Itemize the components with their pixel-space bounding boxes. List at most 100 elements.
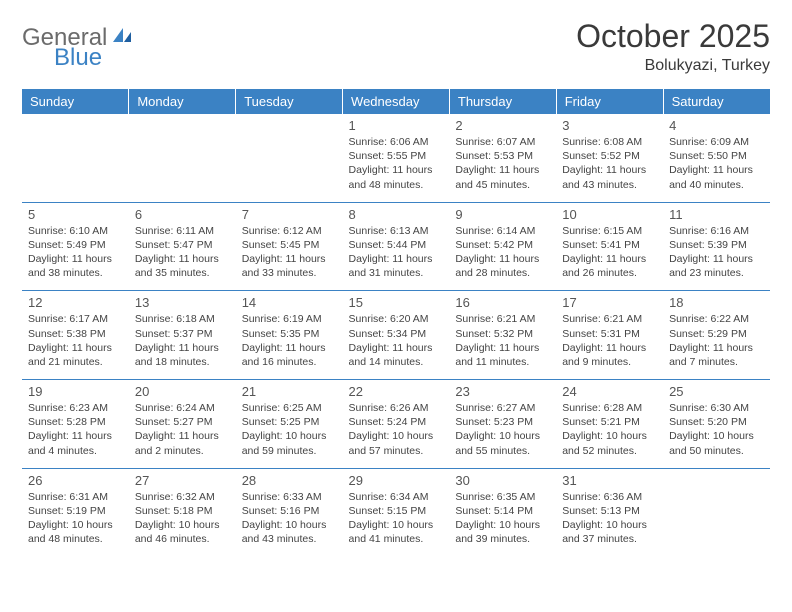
day-info: Sunrise: 6:32 AMSunset: 5:18 PMDaylight:… [135, 490, 230, 547]
day-info: Sunrise: 6:16 AMSunset: 5:39 PMDaylight:… [669, 224, 764, 281]
day-info: Sunrise: 6:11 AMSunset: 5:47 PMDaylight:… [135, 224, 230, 281]
weekday-header-row: Sunday Monday Tuesday Wednesday Thursday… [22, 89, 770, 114]
weekday-header: Tuesday [236, 89, 343, 114]
weekday-header: Friday [556, 89, 663, 114]
calendar-cell: 9 Sunrise: 6:14 AMSunset: 5:42 PMDaylight… [449, 202, 556, 291]
calendar-cell: 27Sunrise: 6:32 AMSunset: 5:18 PMDayligh… [129, 468, 236, 556]
day-number: 11 [669, 207, 764, 222]
day-number: 28 [242, 473, 337, 488]
calendar-cell: 6 Sunrise: 6:11 AMSunset: 5:47 PMDaylight… [129, 202, 236, 291]
day-number: 8 [349, 207, 444, 222]
calendar-cell: 26 Sunrise: 6:31 AMSunset: 5:19 PMDayligh… [22, 468, 129, 556]
day-info: Sunrise: 6:23 AMSunset: 5:28 PMDaylight:… [28, 401, 123, 458]
day-number: 19 [28, 384, 123, 399]
day-number: 5 [28, 207, 123, 222]
day-info: Sunrise: 6:28 AMSunset: 5:21 PMDaylight:… [562, 401, 657, 458]
logo: General Blue [22, 18, 135, 52]
day-info: Sunrise: 6:34 AMSunset: 5:15 PMDaylight:… [349, 490, 444, 547]
day-number: 12 [28, 295, 123, 310]
day-info: Sunrise: 6:10 AMSunset: 5:49 PMDaylight:… [28, 224, 123, 281]
calendar-cell: 21 Sunrise: 6:25 AMSunset: 5:25 PMDayligh… [236, 380, 343, 469]
calendar-cell [663, 468, 770, 556]
day-info: Sunrise: 6:33 AMSunset: 5:16 PMDaylight:… [242, 490, 337, 547]
day-info: Sunrise: 6:35 AMSunset: 5:14 PMDaylight:… [455, 490, 550, 547]
day-number: 14 [242, 295, 337, 310]
calendar-row: 5 Sunrise: 6:10 AMSunset: 5:49 PMDaylight… [22, 202, 770, 291]
month-title: October 2025 [576, 18, 770, 55]
calendar-cell: 2 Sunrise: 6:07 AMSunset: 5:53 PMDaylight… [449, 114, 556, 202]
calendar-cell: 7 Sunrise: 6:12 AMSunset: 5:45 PMDaylight… [236, 202, 343, 291]
calendar-cell: 15 Sunrise: 6:20 AMSunset: 5:34 PMDayligh… [343, 291, 450, 380]
day-info: Sunrise: 6:14 AMSunset: 5:42 PMDaylight:… [455, 224, 550, 281]
day-number: 22 [349, 384, 444, 399]
day-number: 17 [562, 295, 657, 310]
day-info: Sunrise: 6:18 AMSunset: 5:37 PMDaylight:… [135, 312, 230, 369]
day-info: Sunrise: 6:15 AMSunset: 5:41 PMDaylight:… [562, 224, 657, 281]
logo-text-blue: Blue [54, 44, 102, 72]
calendar-cell [236, 114, 343, 202]
weekday-header: Saturday [663, 89, 770, 114]
day-number: 26 [28, 473, 123, 488]
weekday-header: Monday [129, 89, 236, 114]
day-number: 9 [455, 207, 550, 222]
day-info: Sunrise: 6:31 AMSunset: 5:19 PMDaylight:… [28, 490, 123, 547]
calendar-cell: 29Sunrise: 6:34 AMSunset: 5:15 PMDayligh… [343, 468, 450, 556]
calendar-table: Sunday Monday Tuesday Wednesday Thursday… [22, 89, 770, 556]
day-info: Sunrise: 6:12 AMSunset: 5:45 PMDaylight:… [242, 224, 337, 281]
calendar-body: 1Sunrise: 6:06 AMSunset: 5:55 PMDaylight… [22, 114, 770, 556]
day-number: 25 [669, 384, 764, 399]
day-number: 30 [455, 473, 550, 488]
day-number: 15 [349, 295, 444, 310]
day-info: Sunrise: 6:36 AMSunset: 5:13 PMDaylight:… [562, 490, 657, 547]
day-info: Sunrise: 6:27 AMSunset: 5:23 PMDaylight:… [455, 401, 550, 458]
calendar-cell: 24 Sunrise: 6:28 AMSunset: 5:21 PMDayligh… [556, 380, 663, 469]
calendar-cell: 13 Sunrise: 6:18 AMSunset: 5:37 PMDayligh… [129, 291, 236, 380]
day-info: Sunrise: 6:19 AMSunset: 5:35 PMDaylight:… [242, 312, 337, 369]
calendar-cell: 18Sunrise: 6:22 AMSunset: 5:29 PMDayligh… [663, 291, 770, 380]
weekday-header: Wednesday [343, 89, 450, 114]
day-info: Sunrise: 6:17 AMSunset: 5:38 PMDaylight:… [28, 312, 123, 369]
calendar-cell: 4Sunrise: 6:09 AMSunset: 5:50 PMDaylight… [663, 114, 770, 202]
calendar-cell [129, 114, 236, 202]
day-info: Sunrise: 6:06 AMSunset: 5:55 PMDaylight:… [349, 135, 444, 192]
day-info: Sunrise: 6:24 AMSunset: 5:27 PMDaylight:… [135, 401, 230, 458]
calendar-cell: 5 Sunrise: 6:10 AMSunset: 5:49 PMDaylight… [22, 202, 129, 291]
day-info: Sunrise: 6:20 AMSunset: 5:34 PMDaylight:… [349, 312, 444, 369]
calendar-cell: 23Sunrise: 6:27 AMSunset: 5:23 PMDayligh… [449, 380, 556, 469]
day-info: Sunrise: 6:13 AMSunset: 5:44 PMDaylight:… [349, 224, 444, 281]
day-info: Sunrise: 6:09 AMSunset: 5:50 PMDaylight:… [669, 135, 764, 192]
day-number: 16 [455, 295, 550, 310]
day-info: Sunrise: 6:21 AMSunset: 5:31 PMDaylight:… [562, 312, 657, 369]
day-number: 18 [669, 295, 764, 310]
day-info: Sunrise: 6:25 AMSunset: 5:25 PMDaylight:… [242, 401, 337, 458]
day-number: 13 [135, 295, 230, 310]
day-number: 24 [562, 384, 657, 399]
calendar-cell: 3 Sunrise: 6:08 AMSunset: 5:52 PMDaylight… [556, 114, 663, 202]
calendar-row: 19 Sunrise: 6:23 AMSunset: 5:28 PMDayligh… [22, 380, 770, 469]
calendar-cell: 11 Sunrise: 6:16 AMSunset: 5:39 PMDayligh… [663, 202, 770, 291]
calendar-cell: 20Sunrise: 6:24 AMSunset: 5:27 PMDayligh… [129, 380, 236, 469]
day-info: Sunrise: 6:08 AMSunset: 5:52 PMDaylight:… [562, 135, 657, 192]
day-info: Sunrise: 6:30 AMSunset: 5:20 PMDaylight:… [669, 401, 764, 458]
day-number: 2 [455, 118, 550, 133]
calendar-row: 26 Sunrise: 6:31 AMSunset: 5:19 PMDayligh… [22, 468, 770, 556]
day-number: 31 [562, 473, 657, 488]
calendar-cell: 1Sunrise: 6:06 AMSunset: 5:55 PMDaylight… [343, 114, 450, 202]
calendar-cell: 12 Sunrise: 6:17 AMSunset: 5:38 PMDayligh… [22, 291, 129, 380]
header: General Blue October 2025 Bolukyazi, Tur… [22, 18, 770, 75]
calendar-cell: 22Sunrise: 6:26 AMSunset: 5:24 PMDayligh… [343, 380, 450, 469]
calendar-cell: 31 Sunrise: 6:36 AMSunset: 5:13 PMDayligh… [556, 468, 663, 556]
day-number: 7 [242, 207, 337, 222]
day-info: Sunrise: 6:21 AMSunset: 5:32 PMDaylight:… [455, 312, 550, 369]
calendar-cell: 17 Sunrise: 6:21 AMSunset: 5:31 PMDayligh… [556, 291, 663, 380]
day-number: 21 [242, 384, 337, 399]
day-number: 6 [135, 207, 230, 222]
calendar-cell: 25 Sunrise: 6:30 AMSunset: 5:20 PMDayligh… [663, 380, 770, 469]
calendar-cell: 8 Sunrise: 6:13 AMSunset: 5:44 PMDaylight… [343, 202, 450, 291]
logo-sail-icon [111, 26, 133, 51]
day-number: 3 [562, 118, 657, 133]
calendar-page: General Blue October 2025 Bolukyazi, Tur… [0, 0, 792, 574]
day-info: Sunrise: 6:07 AMSunset: 5:53 PMDaylight:… [455, 135, 550, 192]
calendar-cell: 30 Sunrise: 6:35 AMSunset: 5:14 PMDayligh… [449, 468, 556, 556]
calendar-row: 12 Sunrise: 6:17 AMSunset: 5:38 PMDayligh… [22, 291, 770, 380]
